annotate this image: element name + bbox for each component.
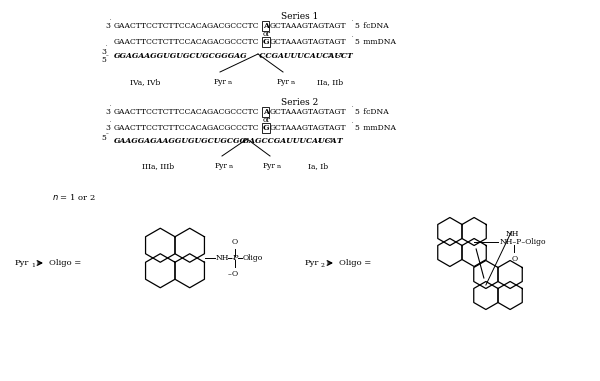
Text: 3: 3 xyxy=(105,22,110,30)
Text: Ia, Ib: Ia, Ib xyxy=(308,162,328,170)
Text: or: or xyxy=(263,116,271,124)
Text: mmDNA: mmDNA xyxy=(361,124,396,132)
Text: –: – xyxy=(106,131,109,136)
Text: –: – xyxy=(228,270,232,278)
Text: Series 1: Series 1 xyxy=(281,12,319,21)
Text: n: n xyxy=(228,80,232,85)
Text: IIa, IIb: IIa, IIb xyxy=(317,78,343,86)
Text: T: T xyxy=(347,52,353,60)
Text: ′: ′ xyxy=(106,45,107,51)
Text: 5: 5 xyxy=(354,38,359,46)
Text: n: n xyxy=(229,164,233,169)
Text: 3′: 3′ xyxy=(329,138,334,143)
Text: ′: ′ xyxy=(110,122,111,126)
Text: fcDNA: fcDNA xyxy=(361,108,389,116)
Text: A: A xyxy=(263,108,269,116)
Text: ′: ′ xyxy=(352,36,353,41)
Text: 5: 5 xyxy=(354,124,359,132)
Text: ′: ′ xyxy=(110,19,111,24)
Text: ′: ′ xyxy=(352,20,353,25)
Text: Oligo =: Oligo = xyxy=(339,259,371,267)
Text: GCTAAAGTAGTAGT: GCTAAAGTAGTAGT xyxy=(270,108,347,116)
Text: GAACTTCCTCTTCCACAGACGCCCTC: GAACTTCCTCTTCCACAGACGCCCTC xyxy=(114,124,260,132)
Text: NH: NH xyxy=(216,254,229,262)
Text: G: G xyxy=(263,124,269,132)
Text: P: P xyxy=(232,254,238,262)
Text: 3′: 3′ xyxy=(318,138,323,143)
Text: ·: · xyxy=(326,137,328,145)
Text: 5: 5 xyxy=(354,108,359,116)
Text: fcDNA: fcDNA xyxy=(361,22,389,30)
Text: Pyr: Pyr xyxy=(15,259,29,267)
Text: A: A xyxy=(263,22,269,30)
Text: IIIa, IIIb: IIIa, IIIb xyxy=(142,162,174,170)
Text: –: – xyxy=(231,254,235,262)
Text: 1: 1 xyxy=(31,263,35,268)
Text: 3′: 3′ xyxy=(339,53,344,58)
Text: Pyr: Pyr xyxy=(214,78,227,86)
Text: GCTAAAGTAGTAGT: GCTAAAGTAGTAGT xyxy=(270,124,347,132)
Text: GAACTTCCTCTTCCACAGACGCCCTC: GAACTTCCTCTTCCACAGACGCCCTC xyxy=(114,38,260,46)
Text: mmDNA: mmDNA xyxy=(361,38,396,46)
Text: Pyr: Pyr xyxy=(215,162,228,170)
Text: –: – xyxy=(106,53,109,59)
Text: O: O xyxy=(511,255,517,263)
Text: GGAGAAGGUGUGCUGCGGGAG: GGAGAAGGUGUGCUGCGGGAG xyxy=(114,52,248,60)
Text: T: T xyxy=(337,137,343,145)
Text: G: G xyxy=(263,38,269,46)
Text: Pyr: Pyr xyxy=(263,162,276,170)
Text: ·: · xyxy=(336,52,338,60)
Text: Pyr: Pyr xyxy=(305,259,319,267)
Text: NH: NH xyxy=(505,230,518,238)
Text: 3: 3 xyxy=(105,124,110,132)
Text: Oligo: Oligo xyxy=(243,254,263,262)
Text: Series 2: Series 2 xyxy=(281,98,319,107)
Text: $n$ = 1 or 2: $n$ = 1 or 2 xyxy=(52,192,96,202)
Text: GAACTTCCTCTTCCACAGACGCCCTC: GAACTTCCTCTTCCACAGACGCCCTC xyxy=(114,22,260,30)
Text: IVa, IVb: IVa, IVb xyxy=(130,78,160,86)
Text: 3′: 3′ xyxy=(328,53,333,58)
Text: O: O xyxy=(232,270,238,278)
Text: CCGAUUUCAUCAUC: CCGAUUUCAUCAUC xyxy=(254,52,347,60)
Text: Pyr: Pyr xyxy=(277,78,290,86)
Text: 3: 3 xyxy=(101,48,106,56)
Text: GCTAAAGTAGTAGT: GCTAAAGTAGTAGT xyxy=(270,38,347,46)
Text: n: n xyxy=(291,80,295,85)
Text: 3: 3 xyxy=(105,108,110,116)
Text: ′: ′ xyxy=(352,122,353,127)
Text: ′: ′ xyxy=(352,106,353,111)
Text: n: n xyxy=(277,164,281,169)
Text: GAGCCGAUUUCAUCA: GAGCCGAUUUCAUCA xyxy=(240,137,337,145)
Text: NH–P–Oligo: NH–P–Oligo xyxy=(499,238,546,246)
Text: GAACTTCCTCTTCCACAGACGCCCTC: GAACTTCCTCTTCCACAGACGCCCTC xyxy=(114,108,260,116)
Text: Oligo =: Oligo = xyxy=(49,259,81,267)
Text: O: O xyxy=(232,238,238,246)
Text: or: or xyxy=(263,30,271,38)
Text: GCTAAAGTAGTAGT: GCTAAAGTAGTAGT xyxy=(270,22,347,30)
Text: ′: ′ xyxy=(110,106,111,110)
Text: 5: 5 xyxy=(354,22,359,30)
Text: 2: 2 xyxy=(321,263,325,268)
Text: 5: 5 xyxy=(101,134,106,142)
Text: 5: 5 xyxy=(101,56,106,64)
Text: GAAGGAGAAGGUGUGCUGCGG: GAAGGAGAAGGUGUGCUGCGG xyxy=(114,137,247,145)
